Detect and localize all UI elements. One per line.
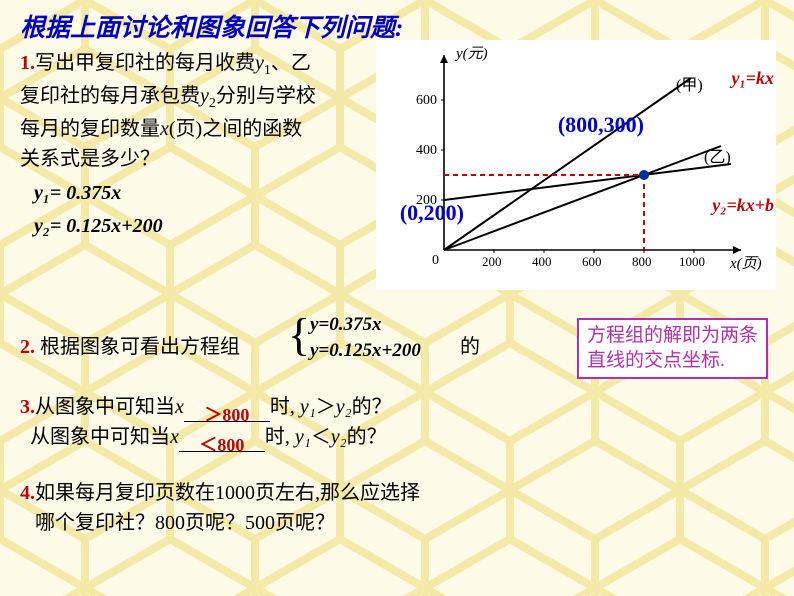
point-0-200-label: (0,200): [400, 200, 464, 226]
y1-equation-label: y₁=kx: [731, 68, 774, 89]
svg-text:0: 0: [432, 253, 439, 268]
solution-callout: 方程组的解即为两条 直线的交点坐标.: [577, 318, 768, 379]
chart-svg: 200 400 600 200 400 600 800 1000 0 y(元) …: [376, 40, 776, 290]
point-800-300-label: (800,300): [558, 112, 644, 138]
blank-1: ＞800: [184, 400, 270, 422]
left-brace-icon: {: [288, 308, 310, 361]
question-2-after: 的: [460, 330, 480, 359]
svg-text:600: 600: [416, 93, 437, 108]
svg-text:200: 200: [482, 254, 502, 269]
svg-text:y(元): y(元): [454, 46, 488, 62]
question-1: 1.写出甲复印社的每月收费y1、乙 复印社的每月承包费y2分别与学校 每月的复印…: [20, 48, 380, 174]
svg-text:(乙): (乙): [704, 149, 731, 166]
svg-text:1000: 1000: [679, 254, 705, 269]
svg-text:400: 400: [416, 143, 437, 158]
question-3: 3.从图象中可知当x＞800时, y₁＞y₂的？ 从图象中可知当x＜800时, …: [20, 392, 392, 452]
blank-2: ＜800: [179, 430, 265, 452]
svg-text:600: 600: [582, 254, 602, 269]
question-2-lead: 2. 根据图象可看出方程组: [20, 330, 240, 359]
svg-text:x(页): x(页): [729, 256, 762, 272]
q1-number: 1.: [20, 52, 35, 74]
y2-equation-label: y₂=kx+b: [712, 195, 774, 216]
chart-area: 200 400 600 200 400 600 800 1000 0 y(元) …: [376, 40, 776, 290]
question-2-row: 2. 根据图象可看出方程组 { y=0.375x y=0.125x+200 的 …: [20, 312, 774, 372]
question-4: 4.如果每月复印页数在1000页左右,那么应选择 哪个复印社？800页呢？500…: [20, 478, 420, 538]
svg-text:800: 800: [632, 254, 652, 269]
page-title: 根据上面讨论和图象回答下列问题:: [20, 8, 774, 44]
svg-text:400: 400: [532, 254, 552, 269]
